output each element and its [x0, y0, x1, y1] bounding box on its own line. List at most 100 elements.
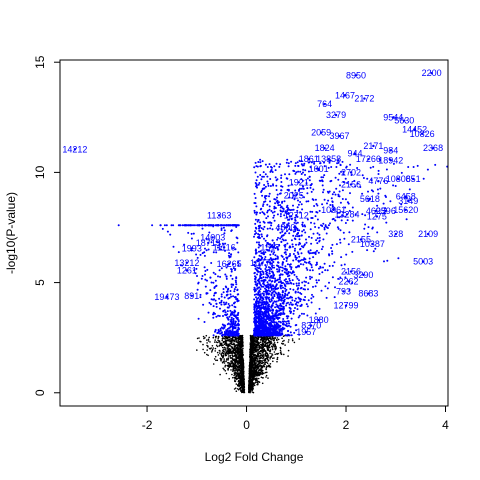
data-point [312, 232, 315, 235]
data-point [304, 169, 307, 172]
data-point [256, 279, 259, 282]
data-point [286, 177, 289, 180]
data-point [234, 358, 237, 361]
data-point [318, 233, 321, 236]
data-point [265, 354, 267, 357]
data-point [271, 258, 274, 261]
data-point [259, 208, 262, 211]
data-point [232, 355, 234, 358]
data-point [255, 179, 258, 182]
data-point [300, 173, 303, 175]
data-point [206, 342, 208, 344]
data-point [279, 321, 282, 323]
data-point [226, 336, 228, 338]
data-point [211, 349, 213, 352]
data-point [269, 349, 272, 351]
data-point [348, 231, 351, 234]
data-point [285, 253, 288, 256]
data-point [229, 323, 232, 326]
data-point [228, 377, 230, 380]
data-point [240, 337, 243, 339]
data-point [193, 269, 196, 272]
data-point [277, 204, 280, 207]
data-point [320, 224, 322, 227]
data-point [287, 275, 289, 278]
data-point [235, 354, 238, 356]
data-point [255, 337, 258, 340]
data-point [227, 359, 229, 361]
data-point [300, 286, 303, 289]
data-point [263, 258, 266, 261]
data-point [221, 338, 224, 340]
data-point [249, 359, 252, 362]
data-point [288, 303, 291, 306]
data-point [251, 342, 253, 344]
data-point [268, 298, 271, 301]
data-point [235, 390, 238, 393]
data-point [253, 298, 256, 301]
data-point [266, 346, 269, 348]
data-point [281, 207, 284, 210]
data-point [262, 285, 265, 288]
data-point [313, 160, 316, 163]
data-point [263, 213, 266, 216]
data-point [196, 349, 198, 351]
data-point [224, 242, 227, 245]
data-point [225, 290, 228, 293]
data-point [337, 159, 340, 162]
data-point [290, 239, 293, 242]
data-point [276, 264, 278, 267]
data-point [271, 265, 273, 268]
data-point [296, 277, 299, 280]
data-point [255, 374, 258, 377]
data-point [338, 172, 341, 175]
data-point [335, 243, 338, 246]
data-point [273, 357, 275, 359]
data-point [220, 342, 223, 345]
data-point [259, 341, 262, 344]
data-point [235, 281, 237, 284]
data-point [295, 329, 298, 332]
data-point [346, 182, 349, 184]
data-point [273, 165, 276, 168]
data-point [266, 175, 269, 178]
data-point [312, 256, 315, 259]
data-point [262, 364, 265, 367]
data-point [278, 276, 281, 279]
data-point [214, 273, 217, 276]
data-point [238, 373, 241, 376]
data-point [212, 251, 215, 254]
data-point [276, 356, 279, 359]
data-point [264, 287, 266, 290]
data-point [283, 271, 286, 274]
data-point [237, 251, 240, 254]
data-point [218, 243, 221, 246]
data-point [273, 244, 276, 246]
data-point [200, 277, 203, 280]
data-point [256, 175, 259, 178]
data-point [267, 221, 270, 224]
data-point [268, 243, 271, 246]
data-point [277, 281, 280, 284]
data-point [267, 338, 269, 341]
data-point [274, 277, 276, 280]
data-point [339, 164, 342, 167]
data-point [266, 180, 269, 183]
data-point [300, 187, 303, 190]
data-point [269, 283, 272, 286]
data-point [248, 365, 251, 368]
data-point [233, 376, 236, 379]
data-point [266, 203, 269, 206]
data-point [265, 365, 268, 367]
data-point [228, 339, 230, 342]
data-point [286, 282, 288, 285]
data-point [281, 185, 284, 188]
data-point [237, 363, 239, 366]
data-point [229, 354, 231, 357]
data-point [212, 225, 215, 228]
data-point [221, 352, 223, 355]
data-point [313, 222, 316, 225]
data-point [324, 269, 327, 272]
data-point [222, 349, 224, 352]
data-point [282, 311, 285, 314]
